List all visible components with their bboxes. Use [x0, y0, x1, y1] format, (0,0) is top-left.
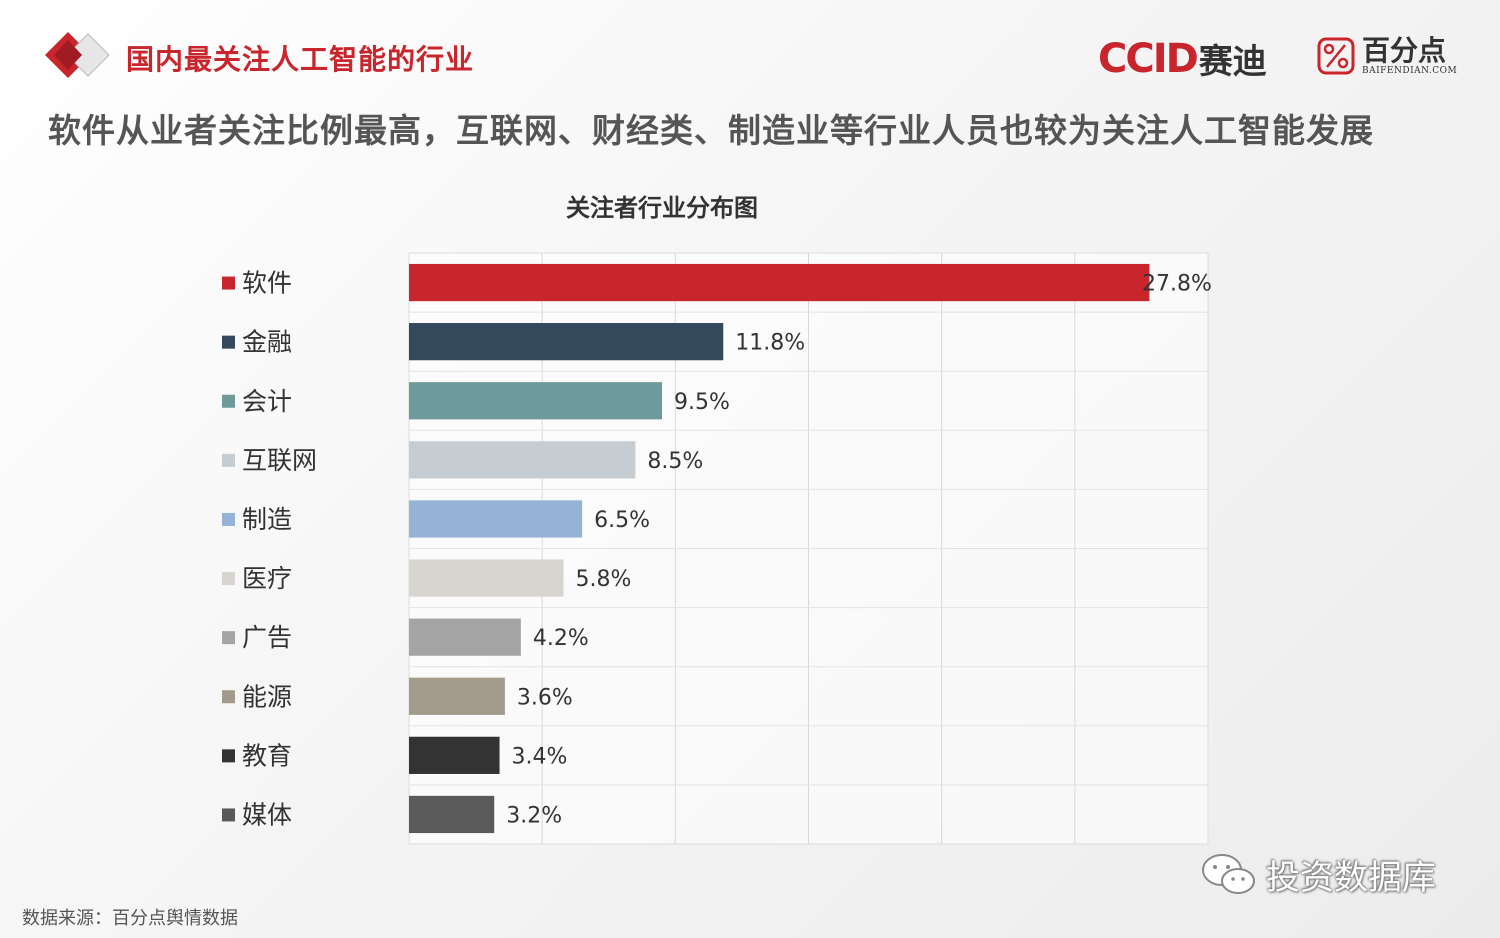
data-label: 6.5%: [594, 508, 650, 533]
page-title: 国内最关注人工智能的行业: [126, 43, 475, 76]
legend-swatch: [222, 749, 235, 763]
category-label: 媒体: [242, 800, 292, 829]
data-label: 27.8%: [1142, 272, 1212, 297]
data-source-note: 数据来源：百分点舆情数据: [22, 908, 238, 929]
bar: [409, 677, 505, 715]
percent-logo-icon: [1317, 37, 1355, 75]
bar: [409, 736, 500, 774]
data-label: 11.8%: [735, 331, 805, 356]
ccid-logo-text: CCID: [1098, 35, 1199, 82]
legend-swatch: [222, 453, 235, 467]
ccid-logo: CCID 赛迪: [1098, 34, 1267, 83]
bar: [409, 441, 636, 479]
bar: [409, 618, 521, 656]
category-label: 制造: [242, 505, 292, 534]
legend-swatch: [222, 335, 235, 349]
category-label: 广告: [242, 623, 292, 652]
chart-title: 关注者行业分布图: [566, 194, 758, 222]
page-subtitle: 软件从业者关注比例最高，互联网、财经类、制造业等行业人员也较为关注人工智能发展: [48, 111, 1374, 150]
data-label: 3.6%: [517, 685, 573, 710]
data-label: 9.5%: [674, 390, 730, 415]
legend-swatch: [222, 690, 235, 704]
legend-swatch: [222, 631, 235, 645]
legend-swatch: [222, 276, 235, 290]
category-label: 医疗: [242, 564, 292, 593]
category-label: 能源: [242, 682, 292, 711]
diamond-logo-icon: [45, 32, 110, 78]
legend-swatch: [222, 572, 235, 586]
category-label: 教育: [242, 741, 292, 770]
watermark: 投资数据库: [1200, 850, 1436, 899]
category-label: 软件: [242, 269, 292, 298]
bar: [409, 500, 583, 538]
legend-swatch: [222, 808, 235, 822]
category-label: 会计: [242, 387, 292, 416]
ccid-logo-cn: 赛迪: [1198, 42, 1267, 82]
data-label: 3.2%: [506, 803, 562, 828]
bar: [409, 559, 564, 597]
data-label: 3.4%: [512, 744, 568, 769]
watermark-text: 投资数据库: [1266, 858, 1436, 898]
baifendian-logo-en: BAIFENDIAN.COM: [1362, 66, 1458, 76]
data-label: 4.2%: [533, 626, 589, 651]
bar: [409, 382, 663, 420]
baifendian-logo: 百分点 BAIFENDIAN.COM: [1316, 36, 1457, 76]
legend-swatch: [222, 512, 235, 526]
bar: [409, 795, 495, 834]
bar: [409, 323, 724, 361]
bar: [409, 263, 1150, 302]
legend-swatch: [222, 394, 235, 408]
wechat-icon: [1202, 853, 1255, 894]
category-label: 金融: [242, 328, 292, 357]
baifendian-logo-cn: 百分点: [1362, 34, 1447, 67]
data-label: 5.8%: [575, 567, 631, 592]
data-label: 8.5%: [647, 449, 703, 474]
category-label: 互联网: [242, 446, 317, 475]
